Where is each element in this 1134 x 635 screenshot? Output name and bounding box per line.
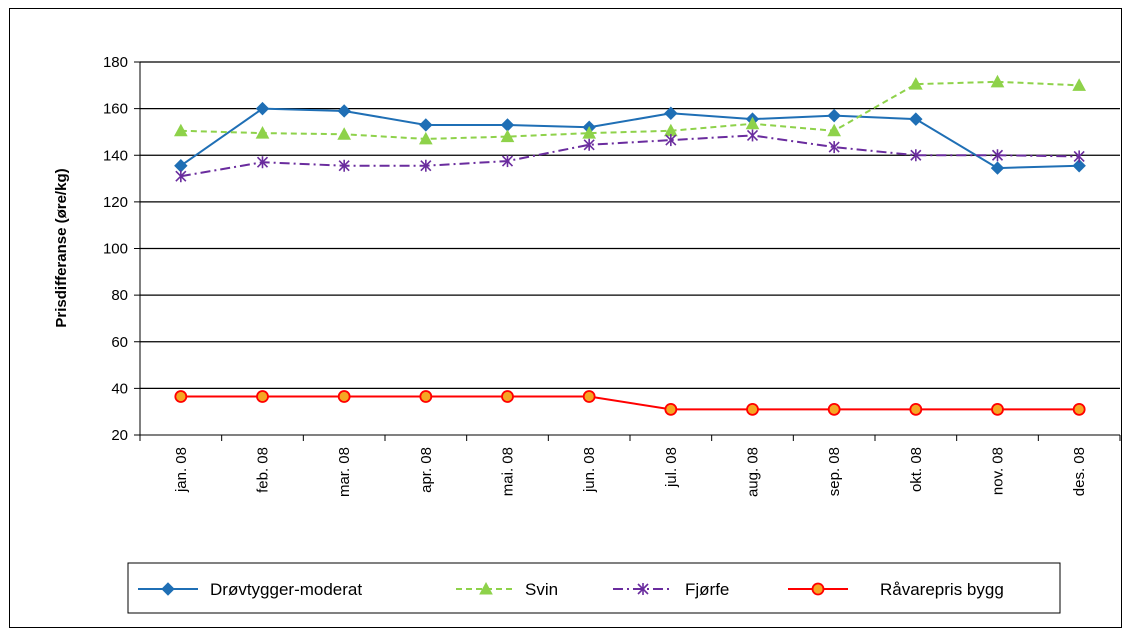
- marker-circle: [827, 402, 841, 416]
- series-3: [174, 390, 1086, 416]
- marker-triangle: [500, 129, 515, 143]
- marker-diamond: [1072, 159, 1086, 173]
- x-tick-labels: jan. 08 feb. 08 mar. 08 apr. 08 mai. 08 jun. …: [173, 447, 1088, 497]
- x-tick-label: nov. 08: [990, 447, 1007, 495]
- marker-triangle: [745, 116, 760, 130]
- y-tick-label: 140: [103, 147, 128, 164]
- legend-label: Svin: [525, 580, 558, 599]
- marker-circle: [1072, 402, 1086, 416]
- y-axis-label: Prisdifferanse (øre/kg): [53, 168, 70, 327]
- marker-circle: [909, 402, 923, 416]
- marker-triangle: [908, 77, 923, 90]
- marker-diamond: [419, 118, 433, 132]
- marker-circle: [991, 402, 1004, 416]
- marker-star: [256, 156, 269, 169]
- y-tick-label: 80: [111, 287, 128, 304]
- marker-triangle: [1072, 78, 1087, 91]
- legend-item: Fjørfe: [613, 580, 729, 599]
- series-2: [175, 129, 1085, 183]
- marker-diamond: [174, 159, 188, 173]
- x-tick-label: feb. 08: [255, 447, 272, 493]
- y-tick-label: 120: [103, 194, 128, 211]
- x-tick-label: mai. 08: [500, 447, 517, 496]
- x-tick-label: sep. 08: [826, 447, 843, 496]
- marker-diamond: [500, 118, 515, 132]
- legend-item: Råvarepris bygg: [788, 580, 1004, 599]
- marker-star: [910, 149, 922, 162]
- marker-circle: [501, 390, 514, 403]
- legend-label: Drøvtygger-moderat: [210, 580, 362, 599]
- y-tick-label: 20: [111, 427, 128, 444]
- y-tick-label: 40: [111, 380, 128, 397]
- series-1: [173, 74, 1087, 145]
- x-tick-label: aug. 08: [745, 447, 762, 497]
- y-tick-label: 180: [103, 54, 128, 71]
- chart-frame: [9, 8, 1122, 628]
- marker-circle: [811, 582, 825, 596]
- marker-triangle: [582, 126, 597, 139]
- marker-diamond: [337, 104, 351, 118]
- y-tick-labels: 20 40 60 80 100 120 140 160 180: [103, 54, 128, 444]
- marker-star: [1073, 150, 1085, 163]
- x-tick-label: jan. 08: [173, 447, 190, 493]
- marker-diamond: [161, 582, 175, 596]
- marker-diamond: [909, 112, 923, 126]
- x-tick-label: apr. 08: [418, 447, 435, 493]
- marker-diamond: [255, 101, 270, 116]
- marker-diamond: [664, 106, 678, 120]
- x-tick-label: jul. 08: [663, 447, 680, 488]
- series-line: [180, 395, 1080, 411]
- marker-star: [828, 141, 840, 154]
- marker-star: [420, 159, 432, 172]
- marker-triangle: [479, 581, 493, 595]
- marker-circle: [664, 402, 678, 416]
- marker-circle: [419, 390, 433, 403]
- x-tick-label: des. 08: [1071, 447, 1088, 496]
- marker-triangle: [255, 126, 270, 139]
- marker-triangle: [173, 123, 188, 137]
- marker-star: [338, 159, 350, 172]
- x-tick-label: jun. 08: [581, 447, 598, 493]
- marker-triangle: [990, 74, 1005, 88]
- marker-triangle: [418, 131, 433, 145]
- marker-circle: [174, 390, 188, 403]
- marker-star: [501, 155, 514, 168]
- legend-item: Svin: [456, 580, 558, 599]
- x-tick-label: mar. 08: [336, 447, 353, 497]
- legend-label: Råvarepris bygg: [880, 580, 1004, 599]
- series-line: [180, 80, 1080, 140]
- marker-diamond: [827, 108, 841, 123]
- marker-circle: [746, 402, 759, 416]
- marker-star: [665, 134, 677, 147]
- series-line: [180, 107, 1080, 170]
- series-group: [173, 74, 1087, 416]
- marker-star: [746, 129, 759, 142]
- marker-triangle: [337, 127, 352, 140]
- y-tick-label: 60: [111, 334, 128, 351]
- marker-circle: [256, 390, 269, 403]
- series-0: [174, 101, 1086, 175]
- axes: [134, 61, 1121, 441]
- y-tick-label: 100: [103, 241, 128, 258]
- x-tick-label: okt. 08: [908, 447, 925, 492]
- marker-circle: [337, 390, 351, 403]
- marker-star: [175, 170, 187, 183]
- legend-item: Drøvtygger-moderat: [138, 580, 362, 599]
- y-tick-label: 160: [103, 101, 128, 118]
- marker-diamond: [990, 161, 1005, 175]
- legend: Drøvtygger-moderat Svin Fjørfe Råvarepris b…: [127, 562, 1061, 614]
- marker-circle: [582, 390, 596, 403]
- marker-star: [583, 138, 595, 151]
- legend-box: [127, 562, 1061, 614]
- marker-star: [991, 149, 1004, 162]
- marker-star: [637, 583, 649, 595]
- legend-label: Fjørfe: [685, 580, 729, 599]
- gridlines: [140, 61, 1120, 389]
- marker-triangle: [827, 123, 842, 137]
